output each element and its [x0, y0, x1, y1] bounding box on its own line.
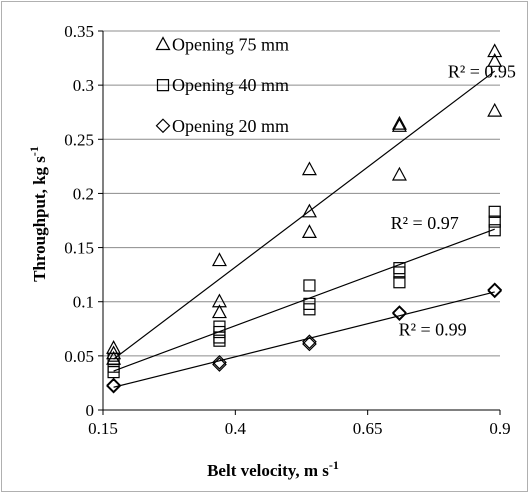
- data-point-triangle: [211, 304, 227, 319]
- x-tick-label: 0.65: [353, 419, 383, 438]
- legend: Opening 75 mm Opening 40 mm Opening 20 mm: [155, 35, 289, 136]
- data-point-square: [213, 334, 226, 347]
- y-tick-label: 0.25: [64, 130, 94, 149]
- gridlines: [103, 30, 500, 357]
- x-tick-label: 0.4: [225, 419, 247, 438]
- legend-label: Opening 20 mm: [172, 116, 289, 136]
- data-point-square: [488, 215, 501, 228]
- data-point-triangle: [487, 43, 503, 58]
- legend-label: Opening 40 mm: [172, 75, 289, 95]
- data-point-triangle: [391, 115, 407, 130]
- data-point-square: [488, 205, 501, 218]
- data-point-square: [303, 279, 316, 292]
- y-tick-label: 0.2: [73, 184, 94, 203]
- x-tick-label: 0.9: [489, 419, 510, 438]
- data-point-triangle: [391, 118, 407, 132]
- data-point-diamond: [106, 378, 121, 394]
- data-point-diamond: [487, 283, 503, 299]
- r2-label: R² = 0.99: [399, 319, 467, 339]
- data-point-triangle: [301, 161, 317, 176]
- data-point-triangle: [301, 203, 317, 218]
- data-point-triangle: [301, 224, 317, 239]
- y-tick-label: 0.15: [64, 239, 94, 258]
- data-point-square: [107, 353, 120, 366]
- y-tick-label: 0.35: [64, 22, 94, 41]
- data-point-diamond: [487, 282, 503, 298]
- legend-marker-square: [156, 79, 170, 92]
- data-point-square: [393, 276, 406, 289]
- data-point-triangle: [106, 345, 122, 360]
- data-point-diamond: [212, 357, 227, 372]
- y-tick-label: 0: [86, 401, 95, 420]
- data-point-square: [303, 303, 316, 316]
- data-point-diamond: [106, 377, 121, 393]
- trendline-diamond: [113, 291, 495, 388]
- data-point-diamond: [212, 355, 227, 370]
- data-point-diamond: [392, 305, 407, 320]
- r2-annotations: R² = 0.95 R² = 0.97 R² = 0.99: [391, 62, 516, 340]
- legend-label: Opening 75 mm: [172, 35, 289, 55]
- r2-label: R² = 0.97: [391, 213, 459, 233]
- data-point-triangle: [487, 53, 503, 67]
- data-points: [106, 43, 503, 394]
- y-tick-label: 0.05: [64, 347, 94, 366]
- data-point-diamond: [392, 306, 407, 321]
- data-point-square: [393, 266, 406, 279]
- data-point-diamond: [302, 336, 317, 352]
- x-tick-label: 0.15: [88, 419, 118, 438]
- y-tick-label: 0.1: [73, 293, 94, 312]
- r2-label: R² = 0.95: [448, 62, 516, 82]
- data-point-square: [107, 366, 120, 379]
- legend-marker-diamond: [155, 118, 171, 134]
- x-axis-title: Belt velocity, m s-1: [207, 458, 339, 480]
- data-point-triangle: [487, 102, 503, 117]
- data-point-triangle: [391, 166, 407, 181]
- legend-marker-triangle: [155, 36, 171, 51]
- y-tick-label: 0.3: [73, 76, 94, 95]
- tick-labels: 0 0.05 0.1 0.15 0.2 0.25 0.3 0.35 0.15 0.4 0.65 0.9: [64, 22, 510, 438]
- data-point-diamond: [302, 334, 317, 350]
- data-point-triangle: [211, 252, 227, 267]
- y-axis-title: Throughput, kg s-1: [27, 146, 49, 282]
- data-point-square: [488, 224, 501, 237]
- axes: [102, 31, 500, 411]
